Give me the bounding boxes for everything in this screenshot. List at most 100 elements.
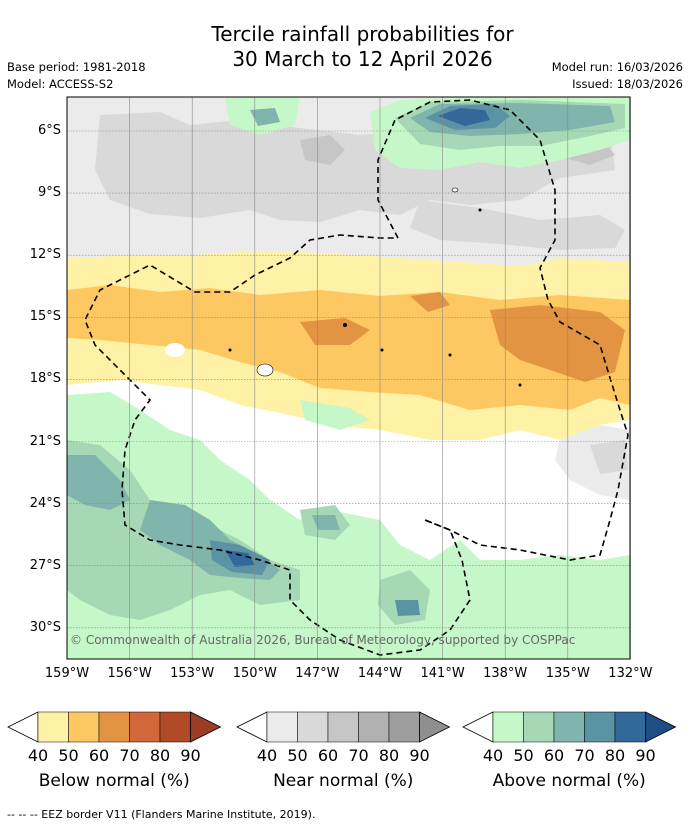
lat-tick-label: 24°S (29, 495, 61, 511)
colorbar-segment (98, 711, 130, 743)
colorbar-tick-label: 80 (604, 746, 626, 765)
below-normal-region (490, 305, 625, 382)
colorbar-tick-label: 40 (256, 746, 278, 765)
lat-tick-label: 21°S (29, 433, 61, 449)
colorbar-tick-label: 80 (149, 746, 171, 765)
colorbar-segment (388, 711, 420, 743)
colorbar-tick-label: 70 (574, 746, 595, 765)
colorbar-segment (37, 711, 69, 743)
above-normal-region (395, 600, 420, 616)
lon-tick-label: 153°W (170, 666, 215, 681)
near-normal-region (300, 135, 345, 165)
below-normal-region (410, 292, 450, 312)
colorbar-tick-label: 90 (180, 746, 201, 765)
lon-tick-label: 138°W (483, 666, 528, 681)
colorbar-tick-label: 50 (513, 746, 534, 765)
lat-tick-label: 9°S (37, 185, 61, 201)
colorbar-segment (492, 711, 524, 743)
eez-border (84, 234, 471, 656)
colorbar-segment (358, 711, 390, 743)
colorbar-tick-label: 70 (348, 746, 369, 765)
lat-tick-label: 15°S (29, 309, 61, 325)
colorbar-tick-label: 60 (88, 746, 110, 765)
near-normal-region (410, 200, 625, 250)
lon-tick-label: 150°W (232, 666, 277, 681)
colorbar-tick-label: 40 (482, 746, 504, 765)
colorbar-over-arrow (645, 711, 677, 743)
colorbar-segment (129, 711, 161, 743)
island-dot (448, 353, 452, 357)
colorbars (7, 711, 677, 743)
meta-right: Model run: 16/03/2026 Issued: 18/03/2026 (552, 59, 683, 93)
island-dot (380, 348, 384, 352)
colorbar-tick-label: 50 (287, 746, 308, 765)
below-colorbar (7, 711, 222, 743)
island-patch (165, 343, 185, 357)
copyright-notice: © Commonwealth of Australia 2026, Bureau… (70, 633, 576, 647)
colorbar-tick-label: 60 (317, 746, 339, 765)
lon-tick-label: 135°W (545, 666, 590, 681)
island-patch (256, 363, 274, 377)
island-dot (518, 383, 522, 387)
lon-tick-label: 147°W (295, 666, 340, 681)
colorbar-segment (297, 711, 329, 743)
eez-footnote: -- -- -- EEZ border V11 (Flanders Marine… (7, 808, 316, 821)
lon-tick-label: 141°W (420, 666, 465, 681)
island-dot (343, 323, 347, 327)
colorbar-title: Near normal (%) (273, 771, 414, 791)
colorbar-over-arrow (190, 711, 222, 743)
above-normal-region (438, 108, 490, 126)
colorbar-title: Above normal (%) (492, 771, 646, 791)
colorbar-segment (553, 711, 585, 743)
island-dot (228, 348, 232, 352)
colorbar-tick-label: 80 (378, 746, 400, 765)
colorbar-segment (327, 711, 359, 743)
colorbar-under-arrow (462, 711, 494, 743)
map-fields (67, 97, 630, 659)
lat-tick-label: 6°S (37, 123, 61, 138)
title-line-2: 30 March to 12 April 2026 (232, 47, 493, 71)
near-colorbar (236, 711, 451, 743)
colorbar-tick-label: 60 (543, 746, 565, 765)
lat-tick-label: 30°S (29, 619, 61, 635)
colorbar-segment (159, 711, 191, 743)
lon-tick-label: 156°W (107, 666, 152, 681)
colorbar-under-arrow (7, 711, 39, 743)
colorbar-tick-label: 90 (635, 746, 656, 765)
model-run: Model run: 16/03/2026 (551, 60, 683, 74)
colorbar-under-arrow (236, 711, 268, 743)
above-normal-region (312, 515, 340, 530)
near-normal-region (590, 440, 628, 474)
base-period: Base period: 1981-2018 (7, 60, 146, 74)
probability-map (66, 96, 631, 660)
meta-left: Base period: 1981-2018 Model: ACCESS-S2 (7, 59, 146, 93)
island-dot (478, 208, 482, 212)
lon-tick-label: 159°W (44, 666, 90, 681)
map-frame (66, 96, 631, 660)
lat-tick-label: 12°S (29, 247, 61, 263)
title-line-1: Tercile rainfall probabilities for (211, 22, 514, 46)
model-name: Model: ACCESS-S2 (7, 77, 114, 91)
lon-tick-label: 144°W (357, 666, 403, 681)
lat-tick-label: 18°S (29, 371, 61, 387)
above-normal-region (67, 455, 130, 510)
above-colorbar (462, 711, 677, 743)
island-patch (451, 187, 459, 193)
below-normal-region (67, 285, 630, 410)
colorbar-tick-label: 40 (27, 746, 49, 765)
colorbar-segment (266, 711, 298, 743)
colorbar-segment (523, 711, 555, 743)
colorbar-segment (614, 711, 646, 743)
lat-tick-label: 27°S (29, 557, 61, 573)
lon-tick-label: 132°W (608, 666, 653, 681)
eez-border (377, 99, 629, 561)
above-normal-region (250, 108, 280, 126)
colorbar-tick-label: 50 (58, 746, 79, 765)
colorbar-segment (68, 711, 100, 743)
colorbar-tick-label: 70 (119, 746, 140, 765)
above-normal-region (225, 550, 255, 567)
colorbar-tick-label: 90 (409, 746, 430, 765)
colorbar-title: Below normal (%) (38, 771, 190, 791)
colorbar-segment (584, 711, 616, 743)
map-title: Tercile rainfall probabilities for 30 Ma… (0, 22, 690, 72)
